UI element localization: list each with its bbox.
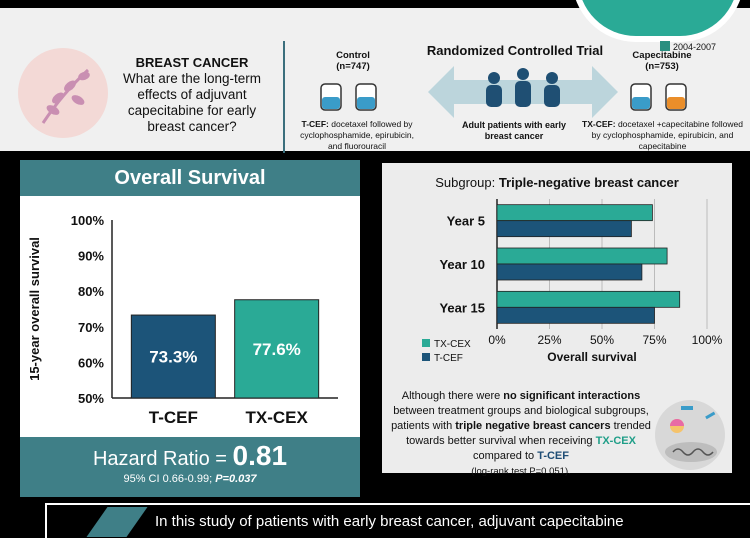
note-emph-txcex: TX-CEX — [595, 435, 636, 447]
confidence-interval: 95% CI 0.66-0.99; P=0.037 — [20, 473, 360, 485]
cell-icon — [655, 400, 725, 470]
hazard-ratio-value: 0.81 — [232, 440, 288, 471]
y-tick-label: 80% — [78, 284, 104, 299]
y-axis-label: 15-year overall survival — [27, 237, 42, 381]
iv-bags-icon — [320, 83, 377, 111]
bar-value-label: 73.3% — [149, 348, 197, 367]
divider — [283, 41, 285, 153]
y-tick-label: Year 10 — [439, 257, 485, 272]
cape-regimen: TX-CEF: docetaxel +capecitabine followed… — [580, 119, 745, 152]
trial-label: Randomized Controlled Trial — [426, 43, 604, 58]
y-tick-label: 70% — [78, 320, 104, 335]
y-tick-label: Year 5 — [447, 214, 485, 229]
legend-label: T-CEF — [434, 353, 463, 364]
x-tick-label: 75% — [642, 333, 666, 347]
control-regimen-name: T-CEF: — [301, 119, 329, 129]
legend-swatch — [422, 353, 430, 361]
x-tick-label: 50% — [590, 333, 614, 347]
x-tick-label: 0% — [488, 333, 506, 347]
subgroup-title: Subgroup: Triple-negative breast cancer — [382, 175, 732, 190]
question-title: BREAST CANCER — [135, 55, 249, 70]
control-label: Control — [336, 50, 370, 61]
log-rank-text: (log-rank test P=0.051). — [471, 466, 571, 477]
interaction-note: Although there were no significant inter… — [390, 389, 652, 479]
overall-survival-panel: Overall Survival 50% 60% 70% 80% 90% 100% 15-y… — [20, 160, 360, 497]
cape-label: Capecitabine — [632, 50, 692, 61]
x-tick-label: 100% — [692, 333, 723, 347]
overall-survival-chart: 50% 60% 70% 80% 90% 100% 15-year overall survi… — [27, 213, 338, 427]
legend-label: TX-CEX — [434, 339, 471, 350]
note-text-1: Although there were — [401, 390, 504, 402]
control-regimen: T-CEF: docetaxel followed by cyclophosph… — [292, 119, 422, 152]
hazard-ratio-label: Hazard Ratio = — [92, 448, 227, 470]
x-tick-label: T-CEF — [149, 408, 198, 427]
bar-t-cef — [130, 314, 216, 399]
cape-regimen-name: TX-CEF: — [582, 119, 616, 129]
note-text-3: trended towards better survival when rec… — [406, 420, 651, 447]
calendar-icon — [660, 41, 670, 51]
bar-t-cef-year-5 — [496, 220, 632, 238]
note-emph-2: triple negative breast cancers — [455, 420, 611, 432]
note-text-4: compared to — [473, 450, 538, 462]
conclusion-text: In this study of patients with early bre… — [155, 513, 624, 530]
cape-regimen-text: docetaxel +capecitabine followed by cycl… — [591, 119, 743, 151]
hazard-ratio-box: Hazard Ratio = 0.81 95% CI 0.66-0.99; P=… — [20, 437, 360, 497]
question-text: What are the long-term effects of adjuva… — [122, 71, 262, 134]
note-emph-tcef: T-CEF — [537, 450, 569, 462]
x-tick-label: TX-CEX — [245, 408, 308, 427]
subgroup-title-name: Triple-negative breast cancer — [498, 175, 679, 190]
pen-icon — [86, 507, 148, 537]
ci-text: 95% CI 0.66-0.99; — [123, 473, 213, 485]
randomization-arrow — [428, 66, 618, 118]
subgroup-title-prefix: Subgroup: — [435, 175, 499, 190]
note-text-2: between treatment groups and biological … — [391, 405, 649, 432]
y-tick-label: 100% — [71, 213, 105, 228]
control-n: (n=747) — [336, 61, 370, 72]
bar-tx-cex-year-5 — [496, 204, 653, 222]
cape-group-label: Capecitabine (n=753) — [622, 50, 702, 72]
conclusion-footer: In this study of patients with early bre… — [45, 503, 750, 538]
bar-tx-cex-year-10 — [496, 247, 668, 265]
y-tick-label: 50% — [78, 391, 104, 406]
note-emph-1: no significant interactions — [503, 390, 641, 402]
y-tick-label: 60% — [78, 355, 104, 370]
x-axis-label: Overall survival — [547, 350, 636, 364]
years-label: 2004-2007 — [660, 41, 716, 52]
bar-tx-cex-year-15 — [496, 290, 681, 308]
bar-t-cef-year-15 — [496, 306, 655, 324]
cape-n: (n=753) — [645, 61, 679, 72]
iv-bags-cape-icon — [630, 83, 687, 111]
y-tick-label: 90% — [78, 249, 104, 264]
x-tick-label: 25% — [537, 333, 561, 347]
control-group-label: Control (n=747) — [318, 50, 388, 72]
y-tick-label: Year 15 — [439, 300, 485, 315]
flower-icon — [18, 48, 108, 138]
overall-survival-title: Overall Survival — [20, 160, 360, 196]
bar-t-cef-year-10 — [496, 263, 643, 281]
p-value: P=0.037 — [215, 473, 257, 485]
years-text: 2004-2007 — [673, 42, 717, 52]
bar-value-label: 77.6% — [253, 340, 301, 359]
legend-swatch — [422, 339, 430, 347]
logo-badge — [572, 0, 744, 42]
control-regimen-text: docetaxel followed by cyclophosphamide, … — [300, 119, 414, 151]
header-section: BREAST CANCER What are the long-term eff… — [0, 0, 750, 153]
hazard-ratio: Hazard Ratio = 0.81 — [20, 441, 360, 474]
subgroup-chart: 0% 25% 50% 75% 100% Overall survival Year 5 Yea… — [422, 199, 723, 364]
population-label: Adult patients with early breast cancer — [461, 120, 566, 141]
bar-tx-cex — [234, 299, 320, 399]
